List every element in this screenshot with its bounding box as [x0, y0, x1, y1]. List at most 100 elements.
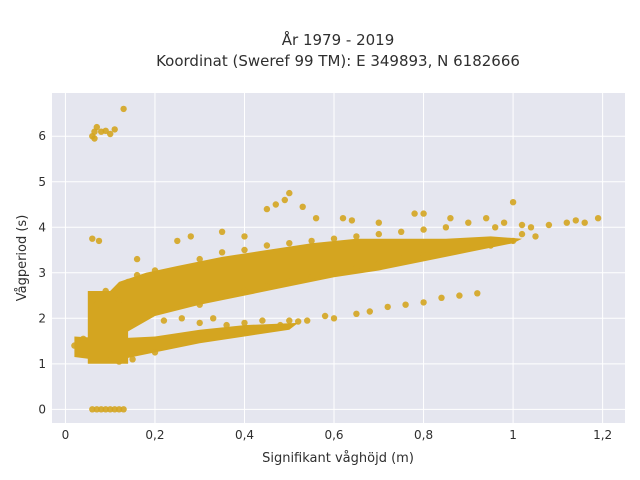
scatter-point: [178, 315, 185, 322]
scatter-point: [375, 230, 382, 238]
scatter-point: [353, 265, 360, 272]
scatter-point: [93, 123, 101, 131]
scatter-point: [142, 274, 150, 281]
scatter-point: [420, 299, 427, 306]
x-tick-label: 0,6: [324, 428, 343, 442]
scatter-point: [133, 271, 141, 279]
scatter-point: [375, 219, 382, 226]
scatter-point: [196, 301, 203, 308]
scatter-point: [71, 342, 78, 349]
scatter-point: [263, 242, 271, 249]
scatter-point: [102, 127, 109, 134]
scatter-point: [107, 130, 114, 138]
scatter-point: [330, 269, 338, 276]
scatter-point: [312, 215, 320, 222]
scatter-point: [527, 224, 535, 231]
scatter-point: [91, 135, 98, 142]
scatter-point: [353, 233, 360, 240]
scatter-point: [304, 317, 311, 324]
y-tick-label: 3: [38, 266, 46, 280]
scatter-point: [509, 237, 517, 245]
chart-subtitle: Koordinat (Sweref 99 TM): E 349893, N 61…: [156, 52, 520, 70]
x-tick-label: 0,2: [145, 428, 164, 442]
scatter-point: [174, 237, 181, 245]
scatter-point: [107, 351, 114, 358]
scatter-point: [398, 228, 405, 235]
y-tick-label: 1: [38, 357, 46, 371]
scatter-point: [581, 219, 588, 226]
scatter-point: [509, 199, 517, 206]
scatter-point: [353, 310, 360, 317]
scatter-point: [196, 319, 203, 327]
scatter-point: [120, 406, 127, 413]
scatter-point: [250, 326, 257, 333]
scatter-point: [447, 215, 454, 222]
scatter-point: [500, 219, 508, 226]
scatter-point: [487, 242, 494, 249]
scatter-point: [465, 244, 472, 251]
scatter-point: [518, 221, 526, 229]
chart-title: År 1979 - 2019: [282, 30, 395, 49]
x-axis-title: Signifikant våghöjd (m): [262, 451, 414, 466]
scatter-point: [330, 235, 338, 242]
scatter-point: [89, 406, 96, 413]
y-tick-label: 4: [38, 220, 46, 234]
scatter-point: [330, 315, 338, 322]
scatter-point: [160, 317, 168, 324]
scatter-point: [281, 196, 288, 204]
y-tick-label: 2: [38, 311, 46, 325]
scatter-point: [187, 233, 194, 240]
scatter-point: [95, 237, 103, 245]
scatter-point: [241, 233, 248, 240]
x-tick-label: 0: [62, 428, 70, 442]
scatter-point: [272, 324, 279, 331]
scatter-point: [151, 267, 159, 274]
scatter-point: [483, 215, 490, 222]
scatter-point: [411, 210, 418, 217]
scatter-bands: [74, 236, 523, 364]
scatter-point: [442, 224, 450, 231]
scatter-point: [218, 292, 226, 299]
scatter-point: [111, 406, 118, 413]
scatter-point: [456, 292, 463, 299]
scatter-point: [518, 230, 526, 238]
y-axis-title: Vågperiod (s): [15, 215, 30, 302]
scatter-point: [133, 255, 141, 263]
scatter-band-upper: [92, 236, 523, 337]
scatter-points: [71, 105, 602, 413]
scatter-point: [402, 301, 409, 308]
y-axis-ticks: 0 1 2 3 4 5 6: [38, 129, 46, 416]
scatter-point: [286, 189, 293, 197]
scatter-point: [474, 290, 481, 297]
scatter-point: [93, 406, 101, 413]
scatter-point: [102, 287, 109, 295]
scatter-point: [80, 335, 87, 342]
scatter-band-column: [87, 291, 129, 364]
y-tick-label: 5: [38, 175, 46, 189]
scatter-point: [420, 210, 427, 217]
scatter-point: [102, 406, 109, 413]
scatter-point: [442, 249, 450, 256]
scatter-point: [263, 205, 271, 213]
scatter-point: [210, 315, 217, 322]
scatter-point: [492, 224, 499, 231]
scatter-point: [375, 260, 382, 267]
scatter-point: [272, 201, 279, 208]
scatter-point: [438, 294, 445, 301]
scatter-point: [115, 358, 123, 365]
scatter-point: [218, 228, 226, 235]
scatter-point: [308, 274, 315, 281]
scatter-point: [532, 233, 539, 240]
scatter-point: [420, 226, 427, 233]
scatter-point: [89, 235, 96, 242]
scatter-point: [115, 406, 123, 413]
scatter-point: [563, 219, 570, 226]
scatter-point: [465, 219, 472, 226]
scatter-point: [286, 240, 293, 247]
scatter-point: [263, 283, 271, 290]
x-axis-ticks: 0 0,2 0,4 0,6 0,8 1 1,2: [62, 428, 613, 442]
scatter-point: [151, 349, 159, 356]
x-tick-label: 1: [509, 428, 517, 442]
scatter-point: [111, 126, 118, 133]
scatter-point: [398, 255, 405, 263]
